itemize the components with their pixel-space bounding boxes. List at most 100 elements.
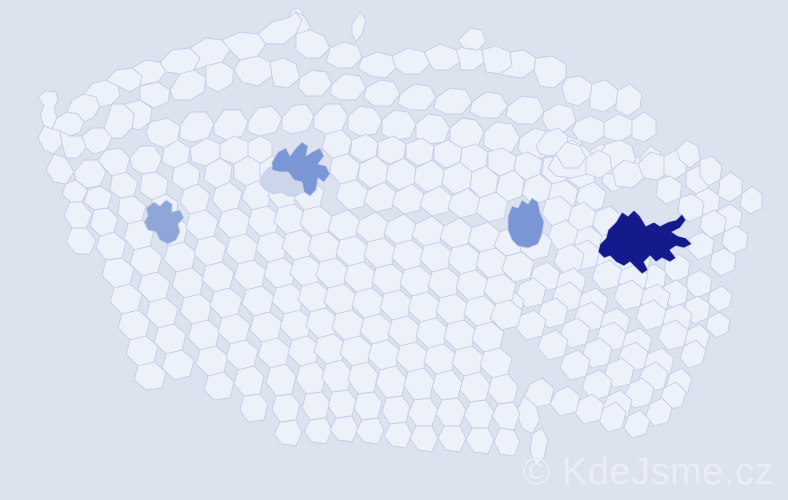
district[interactable]: [140, 82, 170, 108]
district[interactable]: [348, 106, 382, 136]
district[interactable]: [434, 88, 472, 114]
district[interactable]: [234, 260, 266, 290]
district[interactable]: [420, 242, 452, 272]
district[interactable]: [384, 422, 412, 448]
district[interactable]: [428, 268, 460, 298]
district[interactable]: [172, 268, 204, 298]
district[interactable]: [382, 396, 410, 424]
district[interactable]: [258, 12, 302, 44]
district[interactable]: [408, 398, 438, 426]
district[interactable]: [400, 266, 432, 296]
district[interactable]: [408, 292, 440, 322]
district[interactable]: [248, 106, 282, 136]
district[interactable]: [270, 58, 300, 88]
district[interactable]: [162, 350, 194, 380]
district[interactable]: [368, 340, 400, 370]
district[interactable]: [314, 104, 348, 134]
district[interactable]: [110, 172, 138, 198]
district[interactable]: [392, 184, 424, 214]
district[interactable]: [710, 248, 736, 276]
district[interactable]: [340, 336, 372, 366]
district[interactable]: [492, 402, 520, 430]
district[interactable]: [146, 298, 178, 328]
district[interactable]: [488, 374, 518, 404]
district[interactable]: [102, 258, 134, 288]
district[interactable]: [218, 314, 250, 344]
district[interactable]: [170, 70, 206, 100]
district[interactable]: [316, 258, 348, 288]
district[interactable]: [324, 284, 356, 314]
highlight-district-medium-east[interactable]: [508, 198, 544, 248]
district[interactable]: [288, 8, 304, 18]
district[interactable]: [234, 366, 264, 396]
district[interactable]: [266, 364, 296, 396]
district[interactable]: [480, 348, 512, 378]
district[interactable]: [296, 362, 326, 394]
district[interactable]: [226, 234, 258, 264]
district[interactable]: [554, 244, 584, 274]
district[interactable]: [686, 270, 712, 298]
district[interactable]: [348, 362, 378, 394]
district[interactable]: [356, 212, 388, 242]
district[interactable]: [202, 262, 234, 292]
district[interactable]: [484, 274, 516, 304]
district[interactable]: [364, 238, 396, 268]
district[interactable]: [722, 226, 748, 254]
district[interactable]: [502, 252, 534, 282]
district[interactable]: [110, 284, 142, 314]
district[interactable]: [632, 112, 656, 142]
district[interactable]: [364, 80, 400, 106]
district[interactable]: [130, 146, 162, 174]
district[interactable]: [382, 110, 416, 140]
district[interactable]: [330, 74, 366, 100]
district[interactable]: [188, 320, 220, 350]
district[interactable]: [708, 286, 732, 312]
district[interactable]: [534, 56, 566, 88]
district[interactable]: [616, 84, 642, 116]
district[interactable]: [438, 426, 466, 452]
district[interactable]: [154, 324, 186, 354]
district[interactable]: [656, 176, 682, 204]
district[interactable]: [398, 84, 436, 110]
district[interactable]: [282, 104, 314, 134]
district[interactable]: [298, 70, 332, 96]
district[interactable]: [424, 44, 460, 70]
district[interactable]: [134, 362, 166, 390]
district[interactable]: [436, 398, 466, 426]
district[interactable]: [458, 28, 486, 50]
district[interactable]: [494, 428, 520, 456]
district[interactable]: [226, 340, 258, 370]
district[interactable]: [330, 416, 358, 442]
district[interactable]: [452, 346, 484, 376]
district[interactable]: [604, 114, 632, 142]
district[interactable]: [336, 180, 368, 210]
district[interactable]: [82, 128, 112, 154]
district[interactable]: [384, 214, 416, 244]
district[interactable]: [484, 122, 520, 152]
district[interactable]: [562, 76, 592, 106]
district[interactable]: [388, 316, 420, 346]
district[interactable]: [530, 428, 548, 466]
district[interactable]: [358, 156, 388, 188]
district[interactable]: [572, 116, 604, 144]
district[interactable]: [180, 294, 212, 324]
district[interactable]: [718, 172, 742, 202]
district[interactable]: [206, 62, 234, 92]
district[interactable]: [396, 342, 428, 372]
highlight-district-medium-north[interactable]: [272, 142, 330, 196]
district[interactable]: [476, 192, 508, 222]
district[interactable]: [354, 392, 382, 420]
district[interactable]: [416, 114, 450, 144]
district[interactable]: [218, 208, 250, 238]
district[interactable]: [138, 272, 170, 302]
district[interactable]: [380, 290, 412, 320]
district[interactable]: [466, 428, 494, 454]
district[interactable]: [60, 131, 86, 158]
district[interactable]: [242, 286, 274, 316]
district[interactable]: [550, 386, 580, 416]
district[interactable]: [214, 110, 248, 140]
district[interactable]: [296, 30, 330, 58]
district[interactable]: [98, 148, 130, 176]
district[interactable]: [464, 296, 496, 326]
